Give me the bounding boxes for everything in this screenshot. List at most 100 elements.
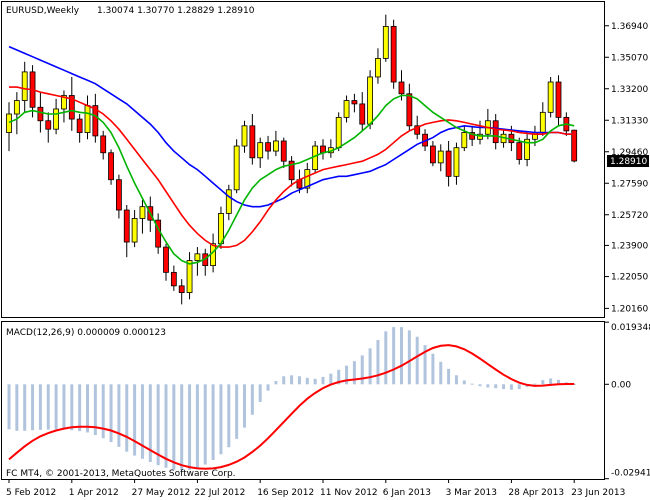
candle-body-bear [116,179,122,211]
candle-body-bull [312,145,319,171]
candle [477,120,483,145]
candle [131,210,138,248]
macd-histogram-bar [78,384,82,432]
candle [257,137,264,168]
candle-body-bull [84,105,91,133]
candle [186,252,193,300]
candle [359,92,366,131]
candle-body-bull [477,133,483,140]
candle-body-bear [414,125,421,135]
macd-histogram-bar [109,384,113,443]
macd-histogram-bar [290,375,294,385]
current-price-label: 1.28910 [610,157,647,167]
candle [178,279,185,305]
macd-histogram-bar [125,384,129,452]
macd-histogram-bar [462,380,466,385]
macd-histogram-bar [46,384,50,430]
candle-body-bull [53,108,59,130]
candle-body-bear [45,120,52,130]
current-price-tag: 1.28910 [607,155,649,168]
macd-histogram-bar [502,384,506,390]
candle-body-bull [539,111,546,133]
macd-histogram-bar [541,380,545,385]
macd-histogram-bar [211,384,215,461]
candle-body-bear [351,100,358,105]
macd-histogram-bar [133,384,137,456]
ma-mid-line [9,86,575,248]
candle [367,70,374,130]
candle [445,140,452,187]
time-tick-label: 23 Jun 2013 [571,488,625,498]
candle-body-bear [571,129,578,162]
candle [194,247,201,276]
macd-histogram-bar [447,368,451,385]
candle-body-bull [241,125,248,147]
candle [100,130,107,160]
candle-body-bull [13,100,20,115]
candle [492,114,499,150]
macd-histogram-bar [533,383,537,385]
ohlc-values: 1.30074 1.30770 1.28829 1.28910 [97,6,255,16]
candle [406,83,413,131]
candle-body-bear [359,103,366,125]
macd-histogram-bar [454,375,458,385]
candle-body-bull [335,116,342,149]
macd-indicator-label: MACD(12,26,9) 0.000009 0.000123 [6,328,166,338]
macd-histogram-bar [93,384,97,436]
time-tick-label: 3 Mar 2013 [446,488,497,498]
candle-body-bull [131,218,138,243]
macd-tick-label: -0.02941 [611,469,650,479]
macd-histogram-bar [337,369,341,385]
macd-histogram-bar [305,377,309,385]
macd-tick-label: 0.00 [611,380,631,390]
macd-histogram-bar [517,384,521,390]
candle-body-bull [524,138,530,160]
candle [61,90,67,123]
candle [375,48,381,84]
macd-histogram-bar [352,361,356,385]
candle [249,114,256,165]
candle [335,112,342,152]
macd-histogram [7,327,576,471]
price-y-axis: 1.36940 1.35070 1.33200 1.31330 1.29460 1.275… [605,22,648,314]
macd-panel-frame [1,321,605,480]
candle [265,135,271,160]
macd-histogram-bar [384,331,388,385]
candle [280,137,287,168]
macd-histogram-bar [54,384,58,430]
candle [547,76,554,118]
price-panel-frame [1,1,605,318]
chart-title: EURUSD,Weekly [6,6,80,16]
candle-body-bear [68,95,75,120]
candle [123,204,130,258]
candle [68,76,75,131]
candle-body-bull [194,253,201,261]
candle [13,92,20,135]
macd-histogram-bar [258,384,262,402]
candle-body-bull [233,145,240,191]
time-tick-label: 6 Jan 2013 [383,488,431,498]
macd-histogram-bar [38,384,42,430]
candle-body-bull [343,100,350,118]
candle-body-bull [375,58,381,78]
candle [76,114,83,143]
candle-body-bear [123,209,130,243]
macd-histogram-bar [180,384,184,471]
macd-histogram-bar [266,384,270,391]
macd-histogram-bar [188,384,192,470]
macd-histogram-bar [148,384,152,462]
macd-histogram-bar [549,378,553,385]
candle-body-bull [61,95,67,110]
candle [272,130,279,157]
candle [92,93,99,143]
macd-histogram-bar [62,384,66,430]
macd-histogram-bar [368,348,372,385]
candle-body-bear [170,271,177,287]
macd-histogram-bar [23,384,27,431]
candle [225,184,232,221]
macd-histogram-bar [415,336,419,385]
candle-body-bear [429,145,436,164]
candle-body-bear [249,125,256,159]
candle-body-bull [186,260,193,293]
